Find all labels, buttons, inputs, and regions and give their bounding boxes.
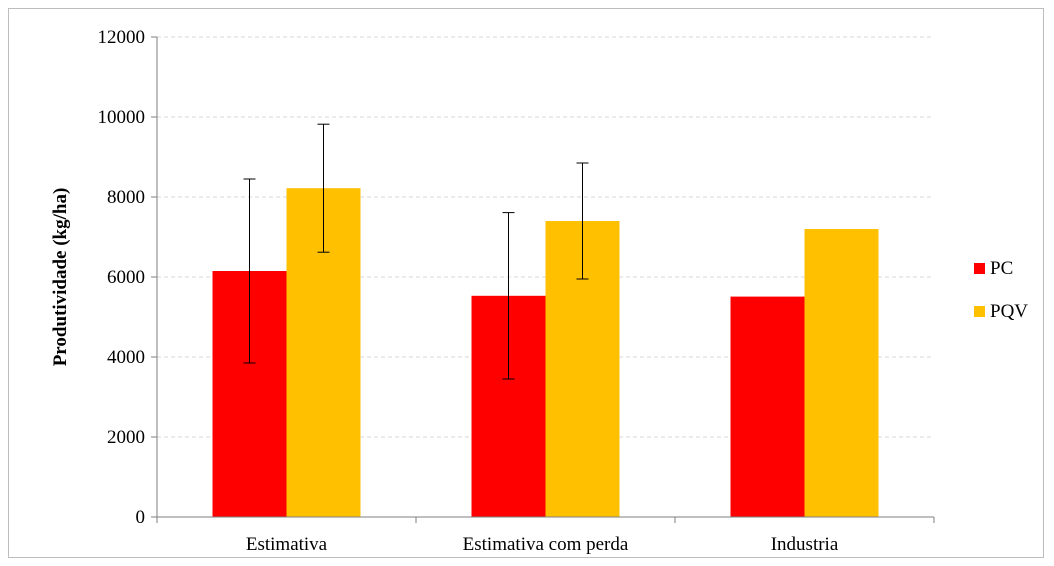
y-tick-label: 8000	[107, 187, 145, 208]
x-tick-label: Estimativa com perda	[463, 534, 629, 555]
x-tick-label: Estimativa	[246, 534, 328, 555]
bar-pqv-2	[804, 229, 879, 517]
x-tick-labels: Estimativa Estimativa com perda Industria	[246, 534, 839, 555]
y-tick-label: 4000	[107, 347, 145, 368]
legend-swatch-pc	[974, 263, 985, 274]
y-tick-label: 6000	[107, 267, 145, 288]
y-tick-label: 10000	[98, 107, 146, 128]
bars	[212, 188, 879, 517]
legend: PC PQV	[974, 258, 1028, 322]
y-tick-label: 0	[136, 507, 146, 528]
axes	[156, 37, 934, 518]
y-tick-labels: 0 2000 4000 6000 8000 10000 12000	[98, 27, 146, 528]
legend-label-pc: PC	[990, 258, 1013, 279]
y-tick-label: 12000	[98, 27, 146, 48]
y-axis-title: Produtividade (kg/ha)	[50, 188, 71, 367]
y-tick-label: 2000	[107, 427, 145, 448]
bar-pc-2	[730, 296, 805, 517]
x-tick-label: Industria	[771, 534, 839, 555]
legend-swatch-pqv	[974, 306, 985, 317]
legend-label-pqv: PQV	[990, 301, 1028, 322]
error-bars	[243, 123, 589, 380]
